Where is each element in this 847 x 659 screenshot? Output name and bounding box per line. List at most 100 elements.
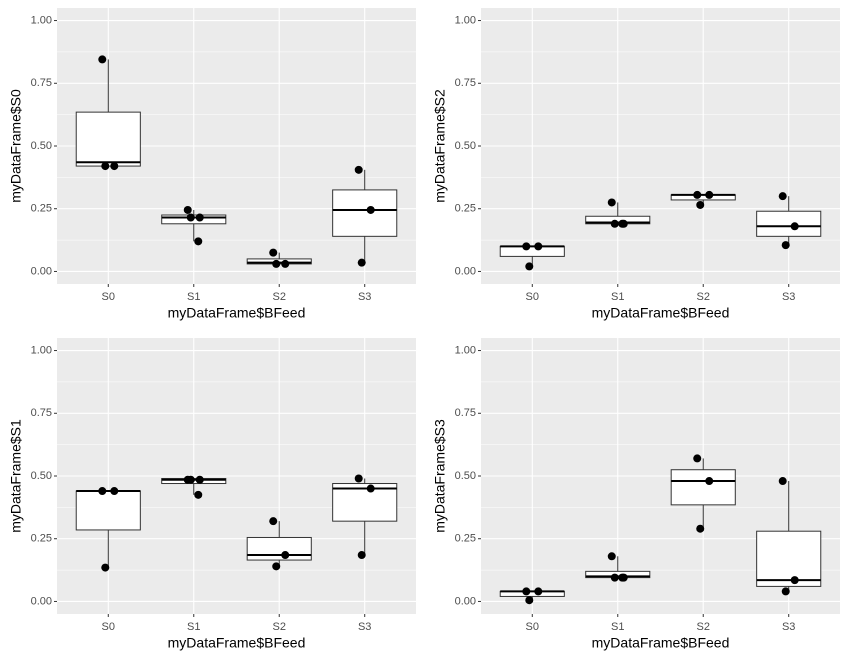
y-tick-label: 0.25 <box>31 203 52 215</box>
y-tick-label: 0.25 <box>455 533 476 545</box>
point <box>194 237 203 246</box>
point <box>272 259 281 268</box>
point <box>195 213 204 222</box>
point <box>110 162 119 171</box>
y-tick-label: 0.50 <box>455 470 476 482</box>
point <box>696 524 705 533</box>
box <box>670 469 736 506</box>
point <box>98 55 107 64</box>
point <box>194 490 203 499</box>
x-tick-label: S0 <box>526 291 539 303</box>
point <box>522 587 531 596</box>
box <box>75 490 141 531</box>
y-tick-label: 1.00 <box>31 344 52 356</box>
x-axis-title: myDataFrame$BFeed <box>168 305 306 321</box>
point <box>778 477 787 486</box>
point <box>366 205 375 214</box>
point <box>354 474 363 483</box>
point <box>781 241 790 250</box>
box <box>246 536 312 561</box>
y-tick-label: 0.50 <box>31 470 52 482</box>
x-tick-label: S0 <box>526 621 539 633</box>
y-tick-label: 0.00 <box>31 265 52 277</box>
point <box>705 190 714 199</box>
y-tick-label: 0.00 <box>455 595 476 607</box>
point <box>790 222 799 231</box>
x-tick-label: S2 <box>273 621 286 633</box>
x-tick-label: S3 <box>358 291 371 303</box>
point <box>195 475 204 484</box>
point <box>357 258 366 267</box>
y-tick-label: 0.75 <box>31 77 52 89</box>
point <box>610 573 619 582</box>
y-tick-label: 0.75 <box>455 407 476 419</box>
point <box>525 596 534 605</box>
x-axis-title: myDataFrame$BFeed <box>592 305 730 321</box>
box <box>499 245 565 257</box>
x-tick-label: S1 <box>611 621 624 633</box>
x-tick-label: S1 <box>187 621 200 633</box>
point <box>781 587 790 596</box>
y-tick-label: 1.00 <box>31 14 52 26</box>
point <box>618 573 627 582</box>
y-tick-label: 0.25 <box>31 533 52 545</box>
point <box>281 551 290 560</box>
point <box>98 487 107 496</box>
point <box>357 551 366 560</box>
y-tick-label: 0.50 <box>455 140 476 152</box>
y-tick-label: 0.00 <box>31 595 52 607</box>
x-tick-label: S0 <box>102 291 115 303</box>
box <box>756 530 822 587</box>
point <box>272 562 281 571</box>
point <box>534 242 543 251</box>
point <box>525 262 534 271</box>
x-tick-label: S1 <box>187 291 200 303</box>
point <box>186 213 195 222</box>
y-tick-label: 0.75 <box>455 77 476 89</box>
point <box>696 200 705 209</box>
box <box>75 111 141 167</box>
point <box>110 487 119 496</box>
y-tick-label: 0.50 <box>31 140 52 152</box>
point <box>366 484 375 493</box>
y-axis-title: myDataFrame$S1 <box>8 419 24 533</box>
point <box>618 219 627 228</box>
x-tick-label: S3 <box>782 291 795 303</box>
point <box>610 219 619 228</box>
point <box>101 162 110 171</box>
point <box>281 259 290 268</box>
point <box>607 552 616 561</box>
y-tick-label: 0.00 <box>455 265 476 277</box>
x-axis-title: myDataFrame$BFeed <box>592 635 730 651</box>
point <box>186 475 195 484</box>
x-tick-label: S3 <box>358 621 371 633</box>
x-tick-label: S3 <box>782 621 795 633</box>
point <box>790 576 799 585</box>
point <box>354 165 363 174</box>
point <box>705 477 714 486</box>
x-tick-label: S2 <box>273 291 286 303</box>
box <box>756 210 822 237</box>
x-tick-label: S0 <box>102 621 115 633</box>
y-axis-title: myDataFrame$S0 <box>8 89 24 203</box>
point <box>693 190 702 199</box>
point <box>101 563 110 572</box>
y-tick-label: 0.25 <box>455 203 476 215</box>
point <box>269 517 278 526</box>
y-tick-label: 1.00 <box>455 344 476 356</box>
x-tick-label: S2 <box>697 621 710 633</box>
point <box>693 454 702 463</box>
point <box>269 248 278 257</box>
x-tick-label: S2 <box>697 291 710 303</box>
x-axis-title: myDataFrame$BFeed <box>168 635 306 651</box>
point <box>607 198 616 207</box>
y-tick-label: 0.75 <box>31 407 52 419</box>
point <box>778 192 787 201</box>
y-tick-label: 1.00 <box>455 14 476 26</box>
box <box>332 483 398 522</box>
point <box>534 587 543 596</box>
y-axis-title: myDataFrame$S3 <box>432 419 448 533</box>
point <box>183 205 192 214</box>
